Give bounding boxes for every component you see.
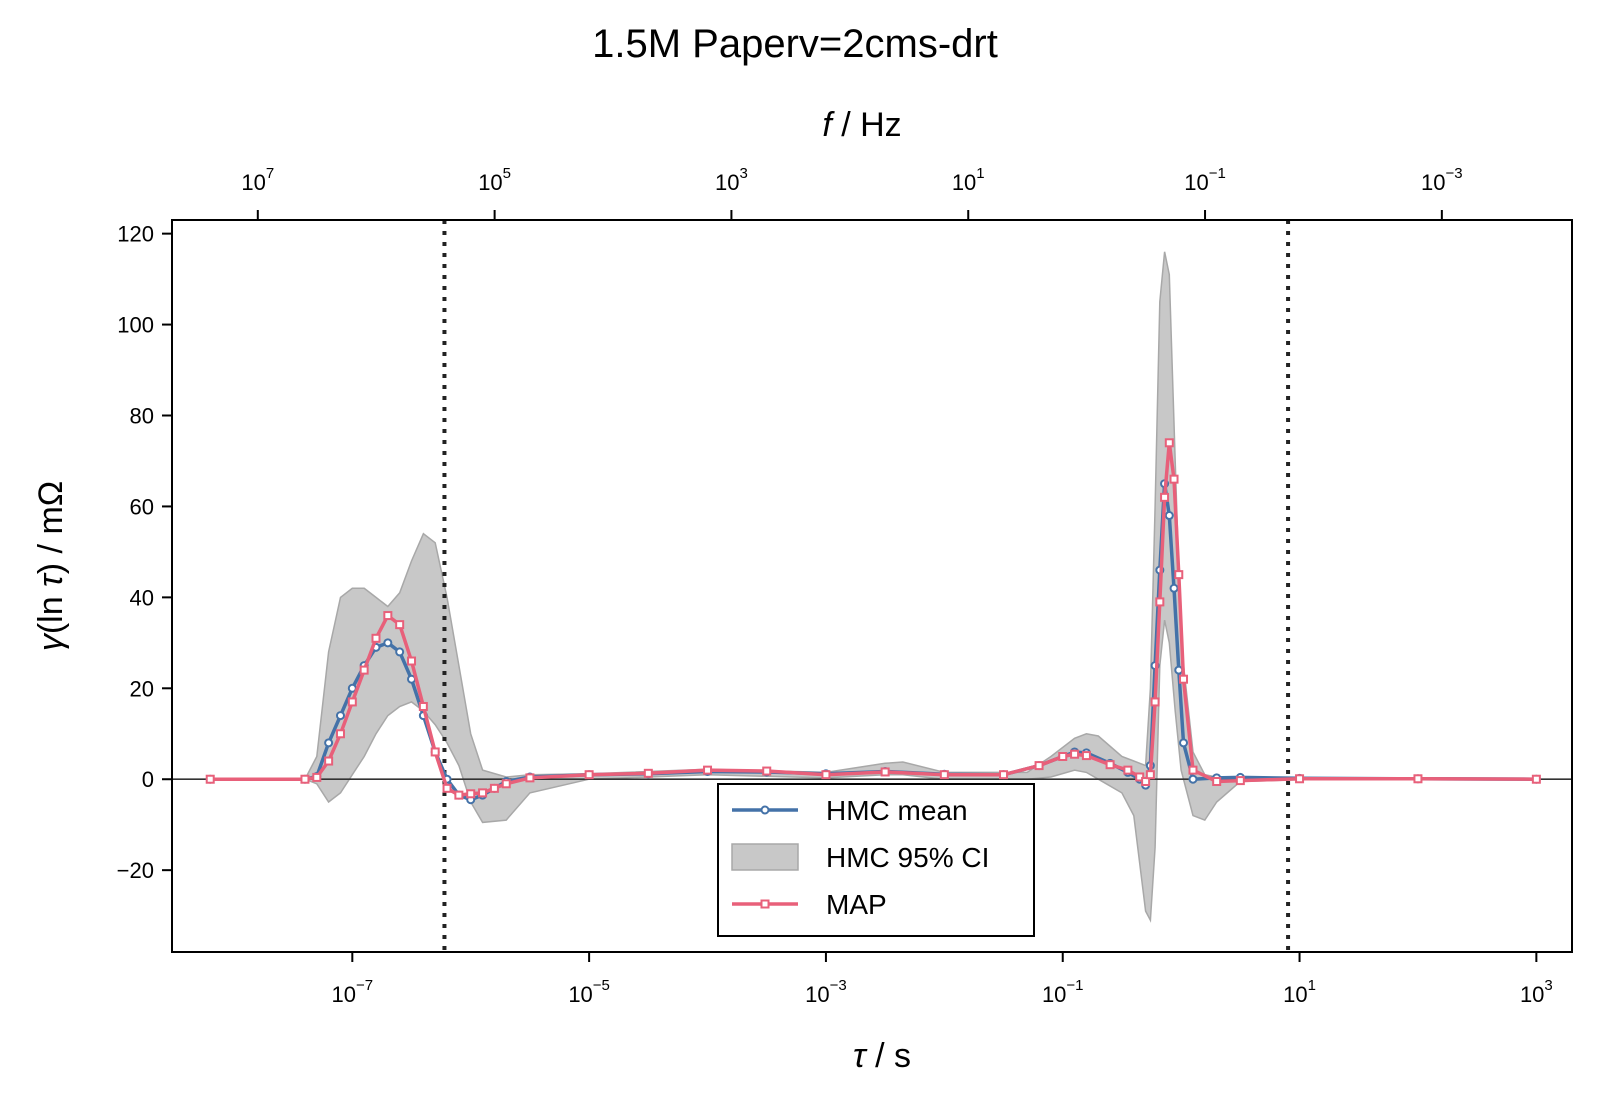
legend-label-hmc_mean: HMC mean — [826, 795, 968, 826]
map-point — [418, 701, 428, 711]
map-point — [1070, 749, 1080, 759]
map-point — [466, 789, 476, 799]
hmc_mean-point — [324, 738, 334, 748]
map-point — [1155, 597, 1165, 607]
y-tick-label: 20 — [130, 676, 154, 701]
plot-frame — [171, 219, 1573, 953]
legend-marker-hmc — [760, 805, 770, 815]
map-point — [442, 783, 452, 793]
map-point — [1164, 438, 1174, 448]
map-point — [821, 770, 831, 780]
map-point — [300, 774, 310, 784]
y-tick-label: 80 — [130, 404, 154, 429]
y-tick-label: 0 — [142, 767, 154, 792]
x2-tick-label: 105 — [478, 165, 511, 195]
map-point — [1531, 774, 1541, 784]
map-point — [880, 767, 890, 777]
map-point — [1034, 761, 1044, 771]
chart-title: 1.5M Paperv=2cms-drt — [592, 22, 998, 66]
map-point — [1081, 751, 1091, 761]
map-point — [478, 788, 488, 798]
hmc_mean-point — [1174, 665, 1184, 675]
y-tick-label: 100 — [117, 313, 154, 338]
map-point — [359, 665, 369, 675]
map-point — [1150, 697, 1160, 707]
map-point — [430, 747, 440, 757]
y-axis-title: γ(ln τ) / mΩ — [32, 481, 70, 651]
map-point — [1123, 765, 1133, 775]
x2-tick-label: 101 — [952, 165, 985, 195]
legend-swatch-ci — [731, 843, 799, 871]
y-tick-label: −20 — [117, 858, 154, 883]
axes: 10−7 10−5 10−3 10−1 101 103 107 105 103 101 10−1 10… — [32, 106, 1573, 1075]
map-point — [584, 770, 594, 780]
map-point — [312, 772, 322, 782]
map-point — [643, 768, 653, 778]
x2-axis-title: f / Hz — [822, 106, 901, 144]
map-point — [1135, 772, 1145, 782]
x-tick-label: 101 — [1283, 977, 1316, 1007]
map-point — [1058, 751, 1068, 761]
hmc_mean-point — [1179, 738, 1189, 748]
map-point — [1179, 674, 1189, 684]
map-point — [335, 729, 345, 739]
map-point — [383, 611, 393, 621]
map-point — [1169, 474, 1179, 484]
map-point — [489, 783, 499, 793]
map-point — [205, 774, 215, 784]
x2-tick-label: 107 — [241, 165, 274, 195]
y-tick-label: 120 — [117, 222, 154, 247]
map-point — [347, 697, 357, 707]
hmc_mean-point — [1188, 774, 1198, 784]
map-point — [1160, 492, 1170, 502]
x-tick-label: 103 — [1520, 977, 1553, 1007]
map-point — [1141, 777, 1151, 787]
map-point — [1212, 777, 1222, 787]
series-layer — [205, 438, 1541, 805]
map-point — [324, 756, 334, 766]
hmc_mean-point — [1169, 583, 1179, 593]
map-point — [454, 790, 464, 800]
map-point — [501, 779, 511, 789]
x-tick-label: 10−7 — [332, 977, 374, 1007]
x2-tick-label: 10−3 — [1421, 165, 1463, 195]
map-point — [407, 656, 417, 666]
map-point — [1105, 760, 1115, 770]
x-axis-title: τ / s — [853, 1037, 911, 1075]
map-point — [395, 620, 405, 630]
x-tick-label: 10−1 — [1042, 977, 1084, 1007]
hmc_mean-point — [395, 647, 405, 657]
map-point — [1188, 765, 1198, 775]
legend-label-map: MAP — [826, 889, 887, 920]
map-point — [1174, 570, 1184, 580]
legend-label-ci: HMC 95% CI — [826, 842, 989, 873]
map-point — [762, 766, 772, 776]
legend: HMC mean HMC 95% CI MAP — [717, 783, 1035, 937]
map-point — [703, 765, 713, 775]
map-point — [1295, 774, 1305, 784]
hmc_mean-point — [335, 711, 345, 721]
y-tick-label: 40 — [130, 585, 154, 610]
x2-tick-label: 10−1 — [1184, 165, 1226, 195]
y-tick-label: 60 — [130, 494, 154, 519]
map-point — [525, 773, 535, 783]
map-point — [999, 770, 1009, 780]
legend-marker-map — [760, 899, 770, 909]
map-point — [1235, 776, 1245, 786]
x2-tick-label: 103 — [715, 165, 748, 195]
map-point — [1145, 770, 1155, 780]
hmc_mean-point — [383, 638, 393, 648]
x-tick-label: 10−3 — [805, 977, 847, 1007]
x-tick-label: 10−5 — [568, 977, 610, 1007]
map-point — [371, 633, 381, 643]
hmc_mean-point — [1164, 511, 1174, 521]
map-point — [1413, 774, 1423, 784]
map-point — [939, 770, 949, 780]
